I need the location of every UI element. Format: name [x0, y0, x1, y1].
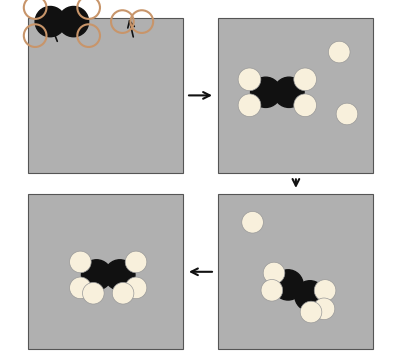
- Circle shape: [83, 283, 104, 304]
- Circle shape: [300, 301, 322, 323]
- Circle shape: [242, 211, 263, 233]
- Circle shape: [263, 262, 285, 284]
- Circle shape: [238, 68, 261, 91]
- Circle shape: [294, 94, 316, 117]
- Bar: [28, 194, 182, 349]
- Bar: [219, 194, 373, 349]
- Circle shape: [261, 279, 283, 301]
- Circle shape: [125, 251, 147, 273]
- Circle shape: [295, 281, 325, 311]
- Circle shape: [35, 6, 65, 37]
- Circle shape: [336, 103, 358, 125]
- Circle shape: [294, 68, 316, 91]
- Circle shape: [328, 41, 350, 63]
- Bar: [28, 18, 182, 173]
- Circle shape: [59, 6, 89, 37]
- Circle shape: [273, 270, 303, 300]
- Circle shape: [69, 251, 91, 273]
- Circle shape: [125, 277, 147, 299]
- Circle shape: [105, 260, 135, 290]
- Circle shape: [274, 77, 304, 107]
- Circle shape: [314, 280, 336, 301]
- Circle shape: [238, 94, 261, 117]
- Circle shape: [81, 260, 112, 290]
- Bar: [219, 18, 373, 173]
- Circle shape: [112, 283, 134, 304]
- Circle shape: [251, 77, 281, 107]
- Circle shape: [313, 298, 335, 320]
- Circle shape: [69, 277, 91, 299]
